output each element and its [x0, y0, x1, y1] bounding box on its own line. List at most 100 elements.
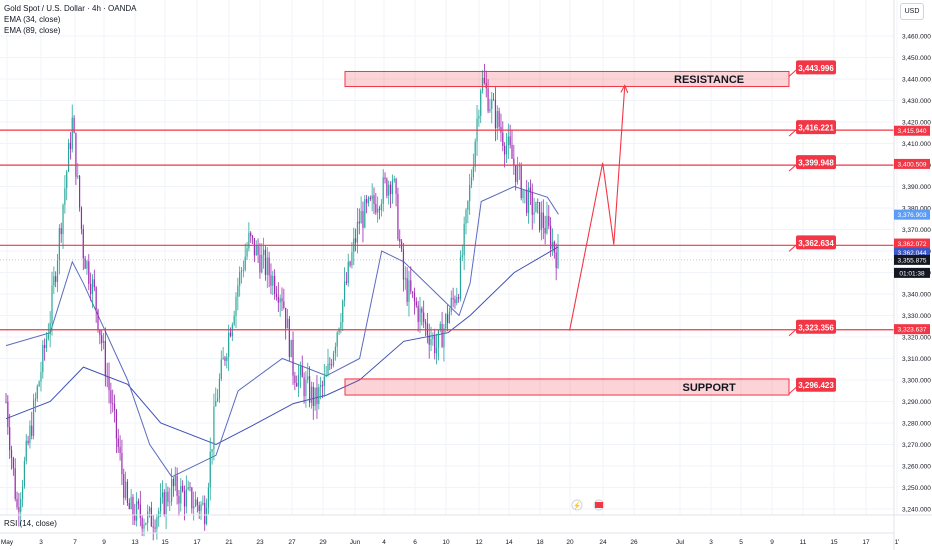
candle-body	[470, 177, 473, 185]
time-tick-label: 23	[256, 539, 264, 546]
candle-body	[502, 132, 504, 147]
candle-body	[253, 238, 255, 256]
candle-body	[211, 449, 213, 452]
candle-body	[349, 261, 351, 266]
candle-body	[491, 99, 493, 110]
candle-body	[524, 189, 526, 191]
time-tick-label: 4	[382, 539, 386, 546]
candle-body	[20, 498, 22, 512]
candle-body	[533, 212, 535, 215]
symbol-title[interactable]: Gold Spot / U.S. Dollar · 4h · OANDA	[4, 4, 137, 13]
candle-body	[362, 211, 364, 228]
us-flag-glyph	[595, 502, 603, 508]
candle-body	[27, 440, 29, 444]
candle-body	[209, 451, 211, 488]
candle-body	[145, 522, 147, 525]
time-tick-label: 14	[505, 539, 513, 546]
candle-body	[158, 511, 160, 518]
candle-body	[428, 335, 430, 345]
axis-marker-label: 3,415.940	[898, 128, 927, 135]
candle-body	[299, 366, 301, 376]
time-tick-label: 10	[442, 539, 450, 546]
price-tick-label: 3,370.000	[902, 227, 931, 234]
candle-body	[413, 292, 416, 302]
candle-body	[25, 440, 27, 461]
candle-body	[134, 514, 136, 521]
candle-body	[288, 318, 290, 357]
level-label-box	[796, 120, 836, 135]
candle-body	[373, 195, 375, 204]
candle-body	[148, 507, 151, 512]
candle-body	[248, 232, 250, 249]
candle-body	[40, 372, 42, 382]
candle-body	[47, 334, 49, 339]
candle-body	[540, 212, 543, 230]
candle-body	[213, 406, 215, 450]
candle-body	[507, 136, 509, 146]
candle-body	[244, 256, 246, 270]
candle-body	[104, 340, 106, 377]
candle-body	[193, 506, 195, 509]
candle-body	[21, 486, 24, 499]
axis-marker-label: 3,376.903	[898, 212, 927, 219]
candle-body	[310, 386, 313, 403]
candle-body	[95, 287, 97, 310]
candle-body	[469, 184, 471, 202]
candle-body	[546, 216, 548, 234]
candle-body	[218, 378, 221, 399]
ema-34-legend[interactable]: EMA (34, close)	[4, 15, 61, 24]
time-tick-label: 20	[566, 539, 574, 546]
candle-body	[483, 77, 485, 84]
candle-body	[345, 281, 347, 283]
zones: RESISTANCE SUPPORT	[344, 70, 790, 396]
candle-body	[7, 401, 9, 428]
candle-body	[128, 502, 130, 510]
candle-body	[402, 249, 405, 280]
candle-body	[185, 489, 187, 507]
axis-marker-label: 3,362.072	[898, 241, 927, 248]
candle-body	[126, 481, 129, 503]
price-tick-label: 3,280.000	[902, 421, 931, 428]
candle-body	[459, 256, 462, 299]
candle-body	[99, 329, 101, 336]
candle-body	[180, 486, 182, 504]
candle-body	[439, 323, 441, 331]
candle-body	[496, 111, 498, 129]
candle-body	[377, 208, 379, 213]
level-label-box	[796, 377, 836, 392]
candle-body	[264, 249, 267, 275]
candle-body	[489, 109, 491, 112]
rsi-legend[interactable]: RSI (14, close)	[4, 519, 57, 528]
candle-body	[270, 275, 272, 286]
candle-body	[60, 228, 62, 235]
candle-body	[342, 300, 344, 323]
candle-body	[204, 502, 206, 524]
candle-body	[485, 83, 487, 89]
price-tick-label: 3,410.000	[902, 141, 931, 148]
candle-body	[458, 297, 460, 299]
candle-body	[205, 507, 208, 524]
candle-body	[159, 497, 162, 512]
candle-body	[10, 449, 13, 458]
ema-89-legend[interactable]: EMA (89, close)	[4, 26, 61, 35]
candle-body	[281, 298, 283, 302]
candle-body	[36, 386, 38, 399]
countdown-label: 01:01:38	[899, 270, 925, 277]
candle-body	[275, 293, 278, 297]
axis-marker-box	[894, 125, 930, 136]
candle-body	[82, 229, 84, 259]
time-tick-label: 26	[630, 539, 638, 546]
candle-body	[312, 386, 314, 406]
candle-body	[356, 221, 359, 243]
candle-body	[263, 249, 265, 255]
candle-body	[369, 197, 371, 200]
candle-body	[161, 492, 163, 498]
candle-body	[165, 491, 167, 515]
candle-body	[325, 374, 327, 377]
candle-body	[75, 132, 77, 177]
candle-body	[141, 517, 143, 529]
candle-body	[445, 314, 447, 329]
horizontal-levels	[0, 129, 894, 331]
currency-button[interactable]: USD	[900, 3, 924, 20]
